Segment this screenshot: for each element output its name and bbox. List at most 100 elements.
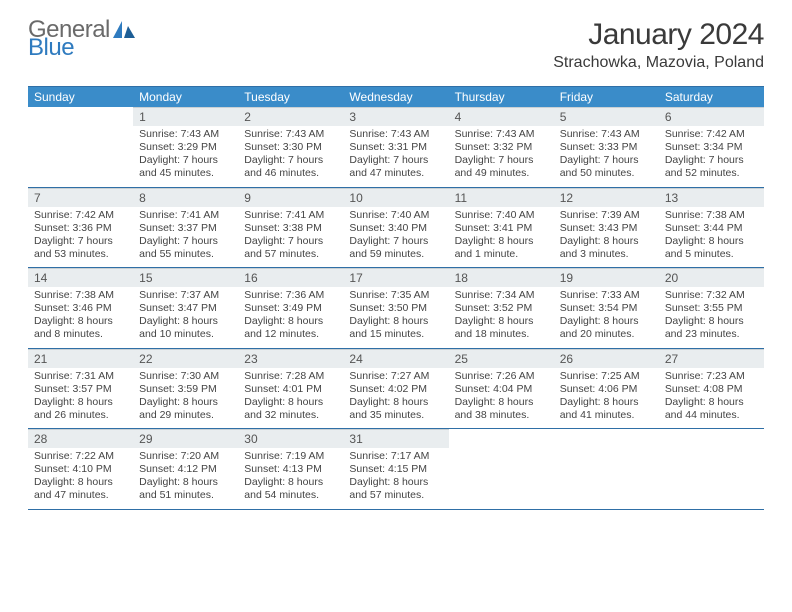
day-content: Sunrise: 7:43 AMSunset: 3:32 PMDaylight:… (449, 126, 554, 187)
day-info-line: and 3 minutes. (560, 248, 653, 261)
day-cell: 31Sunrise: 7:17 AMSunset: 4:15 PMDayligh… (343, 429, 448, 510)
day-number: 30 (238, 429, 343, 448)
day-cell: 16Sunrise: 7:36 AMSunset: 3:49 PMDayligh… (238, 268, 343, 349)
day-info-line: and 23 minutes. (665, 328, 758, 341)
week-row: 28Sunrise: 7:22 AMSunset: 4:10 PMDayligh… (28, 429, 764, 510)
day-content: Sunrise: 7:41 AMSunset: 3:38 PMDaylight:… (238, 207, 343, 268)
day-content: Sunrise: 7:34 AMSunset: 3:52 PMDaylight:… (449, 287, 554, 348)
day-content: Sunrise: 7:42 AMSunset: 3:34 PMDaylight:… (659, 126, 764, 187)
page-title: January 2024 (553, 18, 764, 52)
day-number: 2 (238, 107, 343, 126)
day-info-line: Daylight: 7 hours (349, 235, 442, 248)
day-info-line: Sunset: 3:52 PM (455, 302, 548, 315)
day-info-line: Sunset: 3:29 PM (139, 141, 232, 154)
title-block: January 2024 Strachowka, Mazovia, Poland (553, 18, 764, 72)
day-content: Sunrise: 7:31 AMSunset: 3:57 PMDaylight:… (28, 368, 133, 429)
day-info-line: Daylight: 8 hours (34, 315, 127, 328)
day-number: 14 (28, 268, 133, 287)
day-info-line: and 5 minutes. (665, 248, 758, 261)
day-cell: 25Sunrise: 7:26 AMSunset: 4:04 PMDayligh… (449, 348, 554, 429)
day-info-line: Sunset: 4:04 PM (455, 383, 548, 396)
dow-header: Wednesday (343, 87, 448, 108)
day-number: 21 (28, 349, 133, 368)
day-info-line: Sunset: 3:49 PM (244, 302, 337, 315)
day-cell (449, 429, 554, 510)
day-info-line: and 46 minutes. (244, 167, 337, 180)
day-info-line: Sunrise: 7:38 AM (34, 289, 127, 302)
day-number: 4 (449, 107, 554, 126)
day-cell: 1Sunrise: 7:43 AMSunset: 3:29 PMDaylight… (133, 107, 238, 187)
day-content: Sunrise: 7:19 AMSunset: 4:13 PMDaylight:… (238, 448, 343, 509)
day-info-line: Sunrise: 7:32 AM (665, 289, 758, 302)
day-info-line: Sunrise: 7:43 AM (560, 128, 653, 141)
day-number: 20 (659, 268, 764, 287)
day-cell: 22Sunrise: 7:30 AMSunset: 3:59 PMDayligh… (133, 348, 238, 429)
day-content: Sunrise: 7:32 AMSunset: 3:55 PMDaylight:… (659, 287, 764, 348)
day-content: Sunrise: 7:37 AMSunset: 3:47 PMDaylight:… (133, 287, 238, 348)
day-info-line: Daylight: 7 hours (455, 154, 548, 167)
week-row: 1Sunrise: 7:43 AMSunset: 3:29 PMDaylight… (28, 107, 764, 187)
day-cell (28, 107, 133, 187)
day-info-line: Daylight: 8 hours (560, 235, 653, 248)
day-info-line: Sunset: 4:06 PM (560, 383, 653, 396)
day-info-line: Sunset: 3:57 PM (34, 383, 127, 396)
day-cell: 18Sunrise: 7:34 AMSunset: 3:52 PMDayligh… (449, 268, 554, 349)
day-cell: 5Sunrise: 7:43 AMSunset: 3:33 PMDaylight… (554, 107, 659, 187)
day-info-line: Daylight: 8 hours (349, 476, 442, 489)
day-cell: 17Sunrise: 7:35 AMSunset: 3:50 PMDayligh… (343, 268, 448, 349)
day-info-line: Sunset: 3:30 PM (244, 141, 337, 154)
day-info-line: Sunrise: 7:17 AM (349, 450, 442, 463)
day-info-line: Sunset: 3:32 PM (455, 141, 548, 154)
day-info-line: Sunrise: 7:43 AM (455, 128, 548, 141)
day-info-line: and 1 minute. (455, 248, 548, 261)
day-info-line: and 47 minutes. (34, 489, 127, 502)
day-content: Sunrise: 7:36 AMSunset: 3:49 PMDaylight:… (238, 287, 343, 348)
day-cell: 20Sunrise: 7:32 AMSunset: 3:55 PMDayligh… (659, 268, 764, 349)
day-number: 15 (133, 268, 238, 287)
day-number: 27 (659, 349, 764, 368)
day-info-line: Sunrise: 7:41 AM (244, 209, 337, 222)
day-cell: 14Sunrise: 7:38 AMSunset: 3:46 PMDayligh… (28, 268, 133, 349)
day-cell: 12Sunrise: 7:39 AMSunset: 3:43 PMDayligh… (554, 187, 659, 268)
day-content: Sunrise: 7:35 AMSunset: 3:50 PMDaylight:… (343, 287, 448, 348)
day-number (28, 107, 133, 125)
day-content: Sunrise: 7:22 AMSunset: 4:10 PMDaylight:… (28, 448, 133, 509)
day-cell: 21Sunrise: 7:31 AMSunset: 3:57 PMDayligh… (28, 348, 133, 429)
day-number: 8 (133, 188, 238, 207)
day-content: Sunrise: 7:20 AMSunset: 4:12 PMDaylight:… (133, 448, 238, 509)
week-row: 21Sunrise: 7:31 AMSunset: 3:57 PMDayligh… (28, 348, 764, 429)
day-content: Sunrise: 7:38 AMSunset: 3:46 PMDaylight:… (28, 287, 133, 348)
day-info-line: and 29 minutes. (139, 409, 232, 422)
day-number (659, 429, 764, 447)
day-info-line: and 52 minutes. (665, 167, 758, 180)
day-info-line: and 35 minutes. (349, 409, 442, 422)
day-number: 19 (554, 268, 659, 287)
day-info-line: and 20 minutes. (560, 328, 653, 341)
day-info-line: Sunset: 3:44 PM (665, 222, 758, 235)
day-info-line: Sunrise: 7:43 AM (244, 128, 337, 141)
day-number: 29 (133, 429, 238, 448)
day-info-line: Daylight: 8 hours (244, 476, 337, 489)
day-content: Sunrise: 7:40 AMSunset: 3:40 PMDaylight:… (343, 207, 448, 268)
day-info-line: Sunrise: 7:34 AM (455, 289, 548, 302)
day-content (659, 447, 764, 507)
day-info-line: Daylight: 8 hours (139, 396, 232, 409)
day-number: 25 (449, 349, 554, 368)
day-cell: 13Sunrise: 7:38 AMSunset: 3:44 PMDayligh… (659, 187, 764, 268)
day-number: 16 (238, 268, 343, 287)
day-number: 5 (554, 107, 659, 126)
day-info-line: and 18 minutes. (455, 328, 548, 341)
day-info-line: and 54 minutes. (244, 489, 337, 502)
day-content: Sunrise: 7:43 AMSunset: 3:29 PMDaylight:… (133, 126, 238, 187)
day-cell: 11Sunrise: 7:40 AMSunset: 3:41 PMDayligh… (449, 187, 554, 268)
day-info-line: Sunset: 4:08 PM (665, 383, 758, 396)
day-info-line: Sunrise: 7:31 AM (34, 370, 127, 383)
day-of-week-row: Sunday Monday Tuesday Wednesday Thursday… (28, 87, 764, 108)
location-subtitle: Strachowka, Mazovia, Poland (553, 54, 764, 72)
day-cell: 8Sunrise: 7:41 AMSunset: 3:37 PMDaylight… (133, 187, 238, 268)
day-info-line: Daylight: 7 hours (244, 154, 337, 167)
day-info-line: Sunset: 3:43 PM (560, 222, 653, 235)
day-info-line: and 51 minutes. (139, 489, 232, 502)
day-info-line: and 47 minutes. (349, 167, 442, 180)
day-info-line: Daylight: 7 hours (560, 154, 653, 167)
